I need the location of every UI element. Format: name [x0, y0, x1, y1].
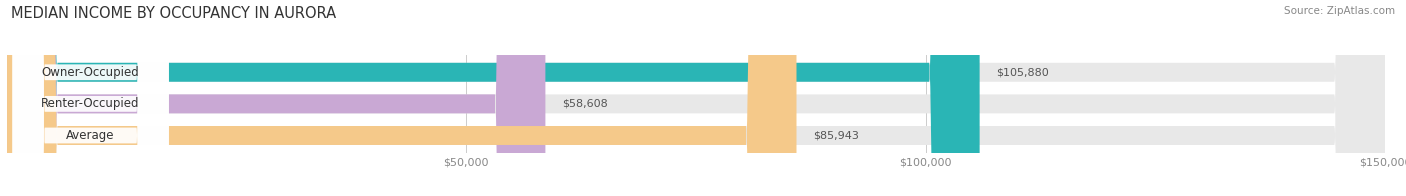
Text: Owner-Occupied: Owner-Occupied: [42, 66, 139, 79]
FancyBboxPatch shape: [13, 0, 169, 196]
Text: Renter-Occupied: Renter-Occupied: [41, 97, 139, 110]
FancyBboxPatch shape: [7, 0, 1385, 196]
FancyBboxPatch shape: [7, 0, 1385, 196]
Text: Average: Average: [66, 129, 115, 142]
Text: $58,608: $58,608: [562, 99, 607, 109]
Text: $85,943: $85,943: [813, 131, 859, 141]
Text: MEDIAN INCOME BY OCCUPANCY IN AURORA: MEDIAN INCOME BY OCCUPANCY IN AURORA: [11, 6, 336, 21]
Text: Source: ZipAtlas.com: Source: ZipAtlas.com: [1284, 6, 1395, 16]
FancyBboxPatch shape: [7, 0, 796, 196]
FancyBboxPatch shape: [7, 0, 546, 196]
FancyBboxPatch shape: [13, 0, 169, 196]
FancyBboxPatch shape: [13, 0, 169, 196]
FancyBboxPatch shape: [7, 0, 980, 196]
FancyBboxPatch shape: [7, 0, 1385, 196]
Text: $105,880: $105,880: [997, 67, 1049, 77]
